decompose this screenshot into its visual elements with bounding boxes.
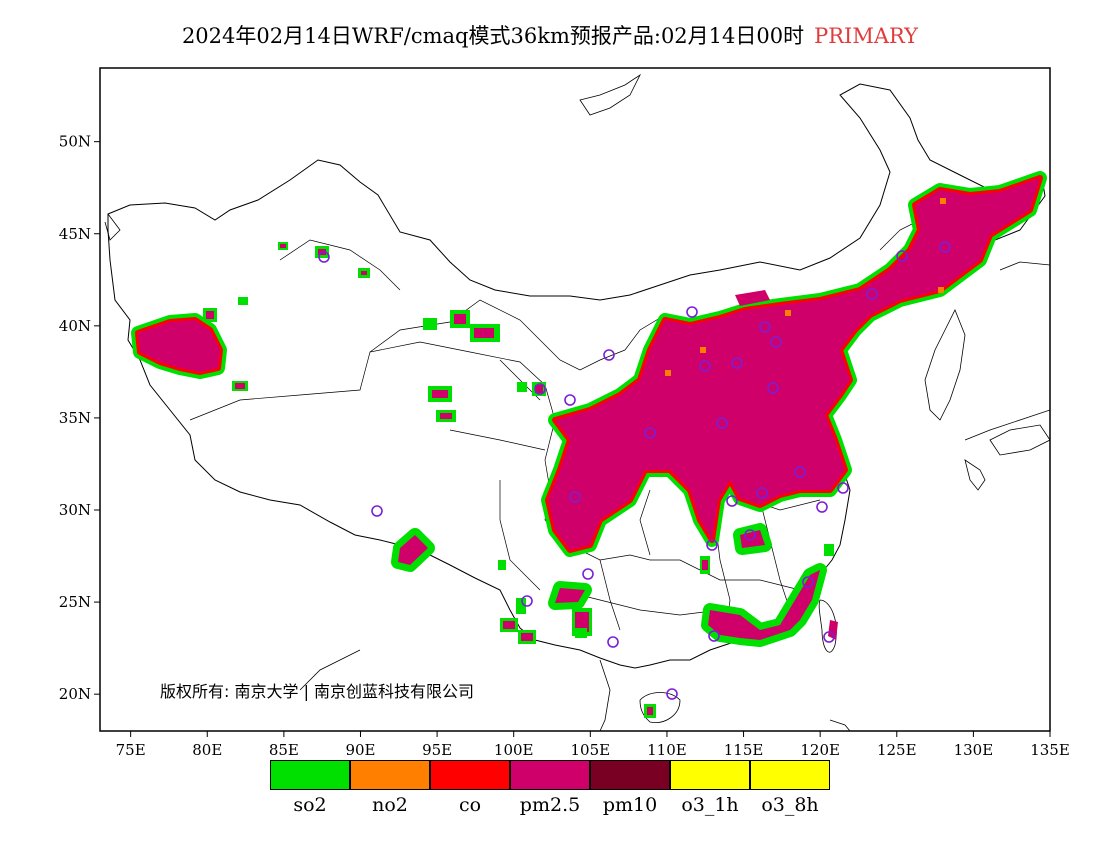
map-title: 2024年02月14日WRF/cmaq模式36km预报产品:02月14日00时 P…: [0, 20, 1100, 50]
copyright-note: 版权所有: 南京大学 | 南京创蓝科技有限公司: [160, 682, 474, 701]
y-tick-label: 30N: [59, 501, 91, 519]
legend-label: pm2.5: [519, 794, 581, 816]
legend-swatch-o38h: [750, 760, 830, 790]
x-tick-label: 135E: [1030, 741, 1070, 759]
y-tick-label: 20N: [59, 685, 91, 703]
x-tick-label: 95E: [422, 741, 452, 759]
x-tick-label: 75E: [116, 741, 146, 759]
x-tick-label: 90E: [345, 741, 375, 759]
legend-label: co: [458, 794, 482, 816]
x-tick-label: 100E: [494, 741, 534, 759]
china-border: [107, 83, 1046, 669]
x-tick-label: 80E: [192, 741, 222, 759]
y-tick-label: 25N: [59, 593, 91, 611]
legend-label: no2: [372, 794, 408, 816]
x-tick-label: 110E: [647, 741, 687, 759]
y-tick-label: 35N: [59, 409, 91, 427]
y-tick-label: 40N: [59, 317, 91, 335]
station-markers: [318, 241, 951, 700]
x-axis: 75E 80E 85E 90E 95E 100E 105E 110E 115E 120E 125E 1…: [116, 731, 1070, 759]
title-main: 2024年02月14日WRF/cmaq模式36km预报产品:02月14日00时: [181, 24, 805, 48]
legend-label: so2: [293, 794, 327, 816]
legend-label: o3_8h: [761, 794, 819, 816]
legend-label: pm10: [602, 794, 658, 816]
legend-swatch-pm10: [590, 760, 670, 790]
x-tick-label: 105E: [571, 741, 611, 759]
x-tick-label: 115E: [724, 741, 764, 759]
x-tick-label: 120E: [800, 741, 840, 759]
y-tick-label: 45N: [59, 225, 91, 243]
x-tick-label: 85E: [269, 741, 299, 759]
map-frame: [99, 67, 1051, 732]
title-tag: PRIMARY: [814, 24, 919, 48]
map-plot-area: [104, 73, 1050, 731]
legend-swatch-no2: [350, 760, 430, 790]
y-tick-label: 50N: [59, 133, 91, 151]
x-tick-label: 130E: [954, 741, 994, 759]
y-axis: 20N 25N 30N 35N 40N 45N 50N: [59, 133, 100, 703]
legend-label: o3_1h: [681, 794, 739, 816]
pollution-pm25: [138, 178, 1040, 640]
legend-swatch-so2: [270, 760, 350, 790]
pollution-regions: [131, 171, 1047, 718]
legend-swatch-o31h: [670, 760, 750, 790]
legend-swatch-co: [430, 760, 510, 790]
legend-swatch-pm25: [510, 760, 590, 790]
x-tick-label: 125E: [877, 741, 917, 759]
